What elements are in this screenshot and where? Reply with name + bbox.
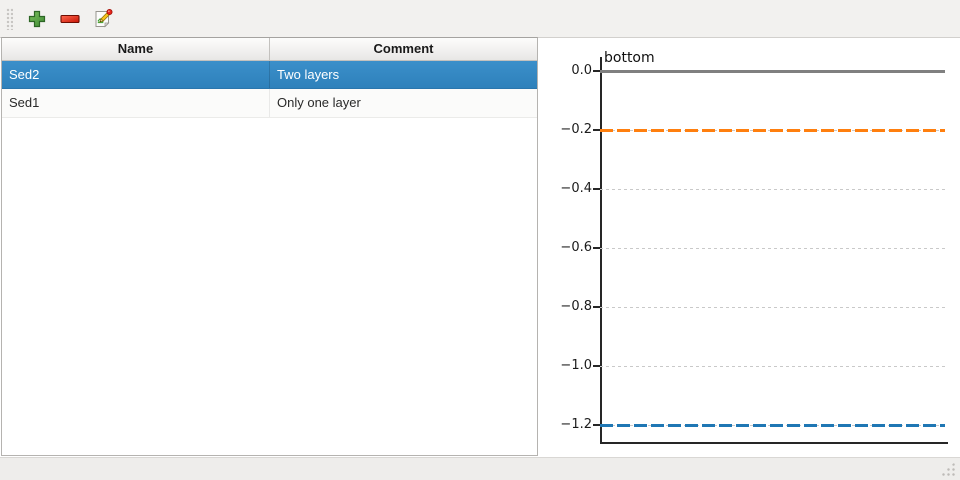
table-body: Sed2 Two layers Sed1 Only one layer [2, 61, 537, 118]
minus-icon [60, 14, 80, 23]
edit-icon [95, 8, 113, 27]
sediments-table: Name Comment Sed2 Two layers Sed1 Only one … [1, 37, 538, 456]
table-header-row: Name Comment [2, 38, 537, 61]
x-axis-spine [600, 442, 948, 444]
add-button[interactable] [22, 4, 52, 34]
table-row[interactable]: Sed1 Only one layer [2, 89, 537, 118]
y-tick-mark [593, 188, 600, 190]
layer-interface-line [600, 129, 945, 132]
gridline [600, 248, 945, 249]
gridline [600, 366, 945, 367]
edit-button[interactable] [88, 4, 118, 34]
bottom-line [600, 424, 945, 427]
chart-annotation-bottom: bottom [604, 50, 655, 66]
column-header-name[interactable]: Name [2, 38, 270, 60]
y-tick-label: −1.2 [560, 417, 592, 432]
gridline [600, 189, 945, 190]
y-tick-mark [593, 247, 600, 249]
y-tick-label: −1.0 [560, 358, 592, 373]
column-header-comment[interactable]: Comment [373, 41, 434, 56]
cell-name[interactable]: Sed1 [2, 89, 270, 117]
resize-grip-icon[interactable] [938, 461, 956, 477]
y-tick-label: −0.4 [560, 181, 592, 196]
y-tick-label: 0.0 [571, 63, 592, 78]
y-tick-label: −0.2 [560, 122, 592, 137]
table-row[interactable]: Sed2 Two layers [2, 61, 537, 89]
status-bar [0, 457, 960, 480]
y-tick-label: −0.8 [560, 299, 592, 314]
toolbar-drag-handle[interactable] [6, 7, 13, 30]
gridline [600, 130, 945, 131]
gridline [600, 71, 945, 72]
y-tick-mark [593, 129, 600, 131]
gridline [600, 425, 945, 426]
y-tick-label: −0.6 [560, 240, 592, 255]
y-tick-mark [593, 70, 600, 72]
y-tick-mark [593, 424, 600, 426]
surface-line [600, 70, 945, 73]
cell-comment[interactable]: Two layers [277, 67, 340, 82]
remove-button[interactable] [55, 4, 85, 34]
toolbar [0, 0, 960, 38]
plus-icon [28, 10, 46, 27]
cell-name[interactable]: Sed2 [2, 61, 270, 88]
cell-comment[interactable]: Only one layer [277, 95, 361, 110]
y-axis-spine [600, 57, 602, 444]
y-tick-mark [593, 306, 600, 308]
gridline [600, 307, 945, 308]
y-tick-mark [593, 365, 600, 367]
